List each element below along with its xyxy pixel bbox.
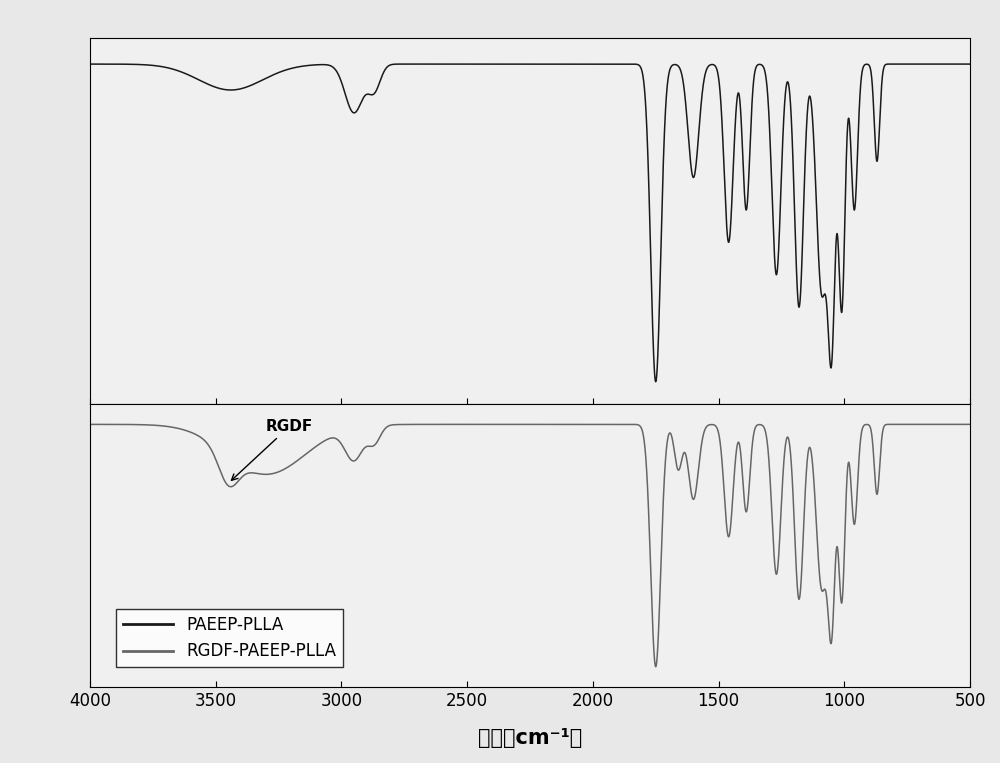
Text: 波长（cm⁻¹）: 波长（cm⁻¹） [478,728,582,748]
Legend: PAEEP-PLLA, RGDF-PAEEP-PLLA: PAEEP-PLLA, RGDF-PAEEP-PLLA [116,610,343,667]
Text: RGDF: RGDF [231,419,313,481]
